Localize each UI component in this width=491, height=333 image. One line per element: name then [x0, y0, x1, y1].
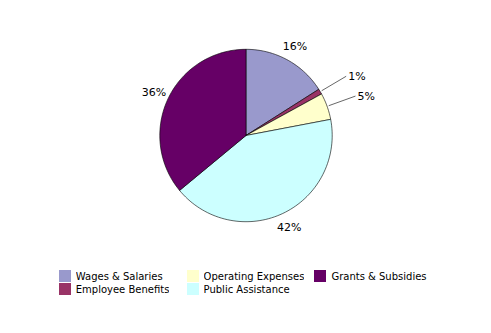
html-text:Employee Benefits: Employee Benefits — [75, 283, 170, 295]
html-text:Wages & Salaries: Wages & Salaries — [75, 270, 163, 282]
svg-text:16%: 16% — [283, 40, 307, 53]
svg-text:42%: 42% — [277, 221, 301, 234]
svg-text:1%: 1% — [348, 70, 365, 83]
svg-text:5%: 5% — [357, 90, 374, 103]
html-text:Public Assistance: Public Assistance — [203, 283, 290, 295]
svg-text:36%: 36% — [142, 86, 166, 99]
html-text:Operating Expenses: Operating Expenses — [203, 270, 305, 282]
html-text:Grants & Subsidies: Grants & Subsidies — [331, 270, 427, 282]
